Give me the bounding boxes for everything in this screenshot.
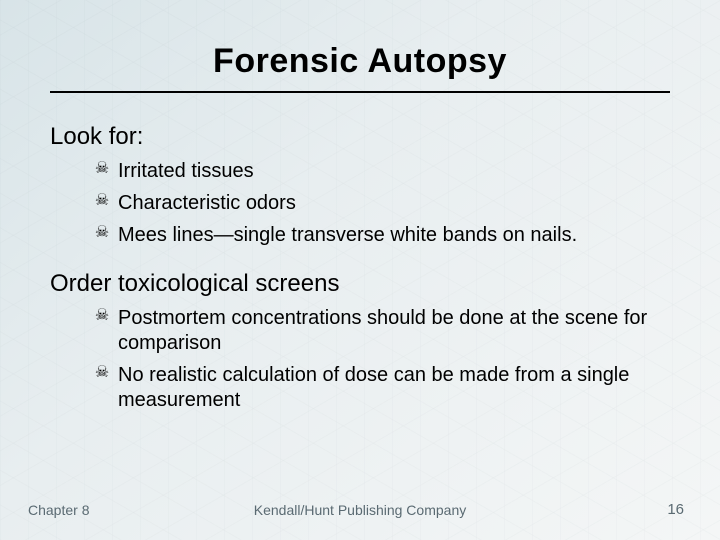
slide: Forensic Autopsy Look for: ☠ Irritated t… — [0, 0, 720, 540]
bullet-text: Postmortem concentrations should be done… — [118, 307, 647, 354]
skull-icon: ☠ — [94, 161, 110, 177]
list-item: ☠ Characteristic odors — [94, 191, 670, 216]
footer-page-number: 16 — [667, 501, 684, 518]
slide-title: Forensic Autopsy — [0, 0, 720, 81]
footer-publisher: Kendall/Hunt Publishing Company — [254, 502, 466, 518]
list-item: ☠ Irritated tissues — [94, 159, 670, 184]
bullet-list-1: ☠ Irritated tissues ☠ Characteristic odo… — [50, 159, 670, 248]
skull-icon: ☠ — [94, 193, 110, 209]
list-item: ☠ Postmortem concentrations should be do… — [94, 306, 670, 356]
list-item: ☠ No realistic calculation of dose can b… — [94, 363, 670, 413]
skull-icon: ☠ — [94, 225, 110, 241]
bullet-list-2: ☠ Postmortem concentrations should be do… — [50, 306, 670, 413]
body-area: Look for: ☠ Irritated tissues ☠ Characte… — [0, 93, 720, 413]
section-heading-1: Look for: — [50, 123, 670, 151]
skull-icon: ☠ — [94, 308, 110, 324]
slide-content: Forensic Autopsy Look for: ☠ Irritated t… — [0, 0, 720, 540]
bullet-text: Characteristic odors — [118, 192, 296, 214]
footer-chapter: Chapter 8 — [28, 502, 89, 518]
skull-icon: ☠ — [94, 365, 110, 381]
list-item: ☠ Mees lines—single transverse white ban… — [94, 223, 670, 248]
bullet-text: Mees lines—single transverse white bands… — [118, 224, 577, 246]
section-heading-2: Order toxicological screens — [50, 270, 670, 298]
bullet-text: No realistic calculation of dose can be … — [118, 364, 629, 411]
bullet-text: Irritated tissues — [118, 160, 254, 182]
